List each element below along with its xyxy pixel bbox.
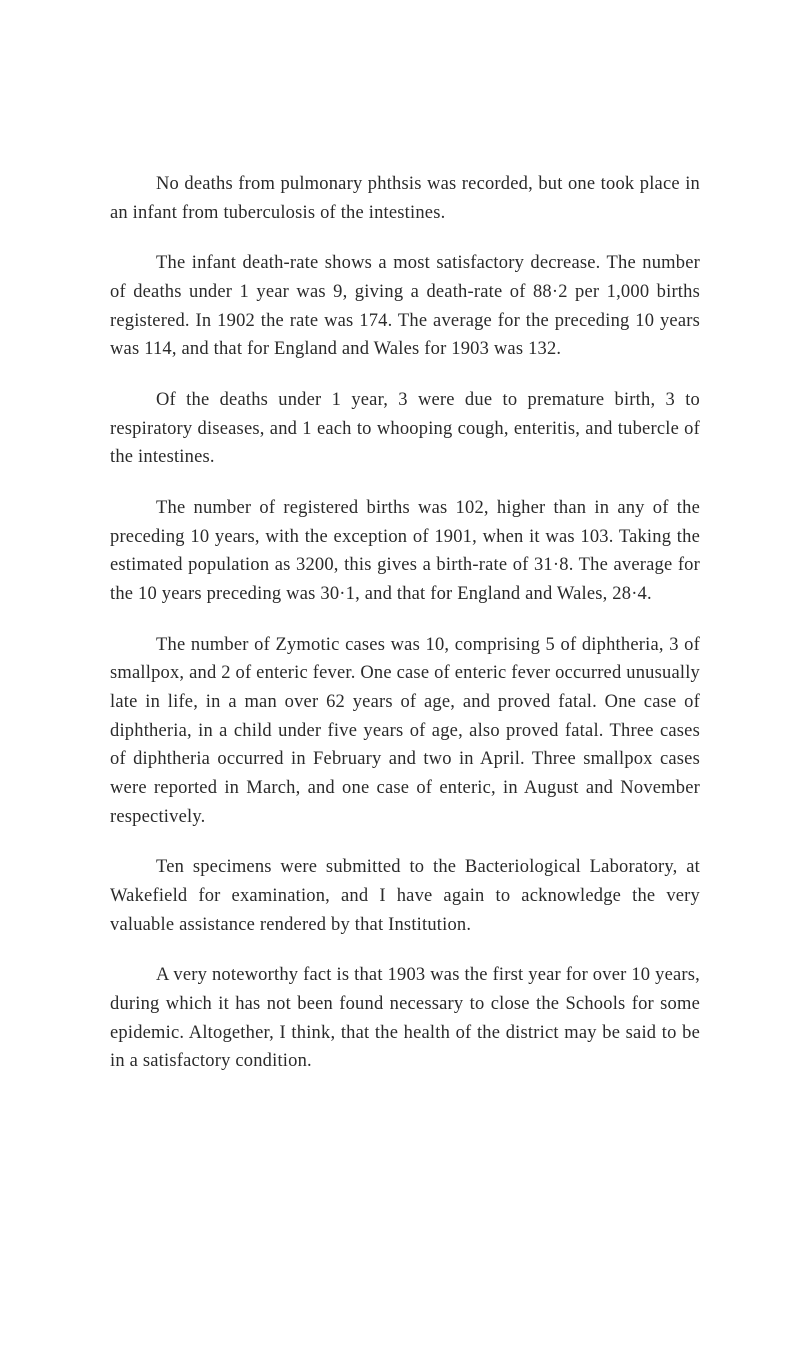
paragraph: The number of Zymotic cases was 10, comp…	[110, 631, 700, 832]
paragraph: The number of registered births was 102,…	[110, 494, 700, 609]
document-page: No deaths from pulmonary phthsis was rec…	[0, 0, 800, 1178]
paragraph: The infant death-rate shows a most satis…	[110, 249, 700, 364]
paragraph: No deaths from pulmonary phthsis was rec…	[110, 170, 700, 227]
paragraph: Of the deaths under 1 year, 3 were due t…	[110, 386, 700, 472]
paragraph: A very noteworthy fact is that 1903 was …	[110, 961, 700, 1076]
paragraph: Ten specimens were submitted to the Bact…	[110, 853, 700, 939]
